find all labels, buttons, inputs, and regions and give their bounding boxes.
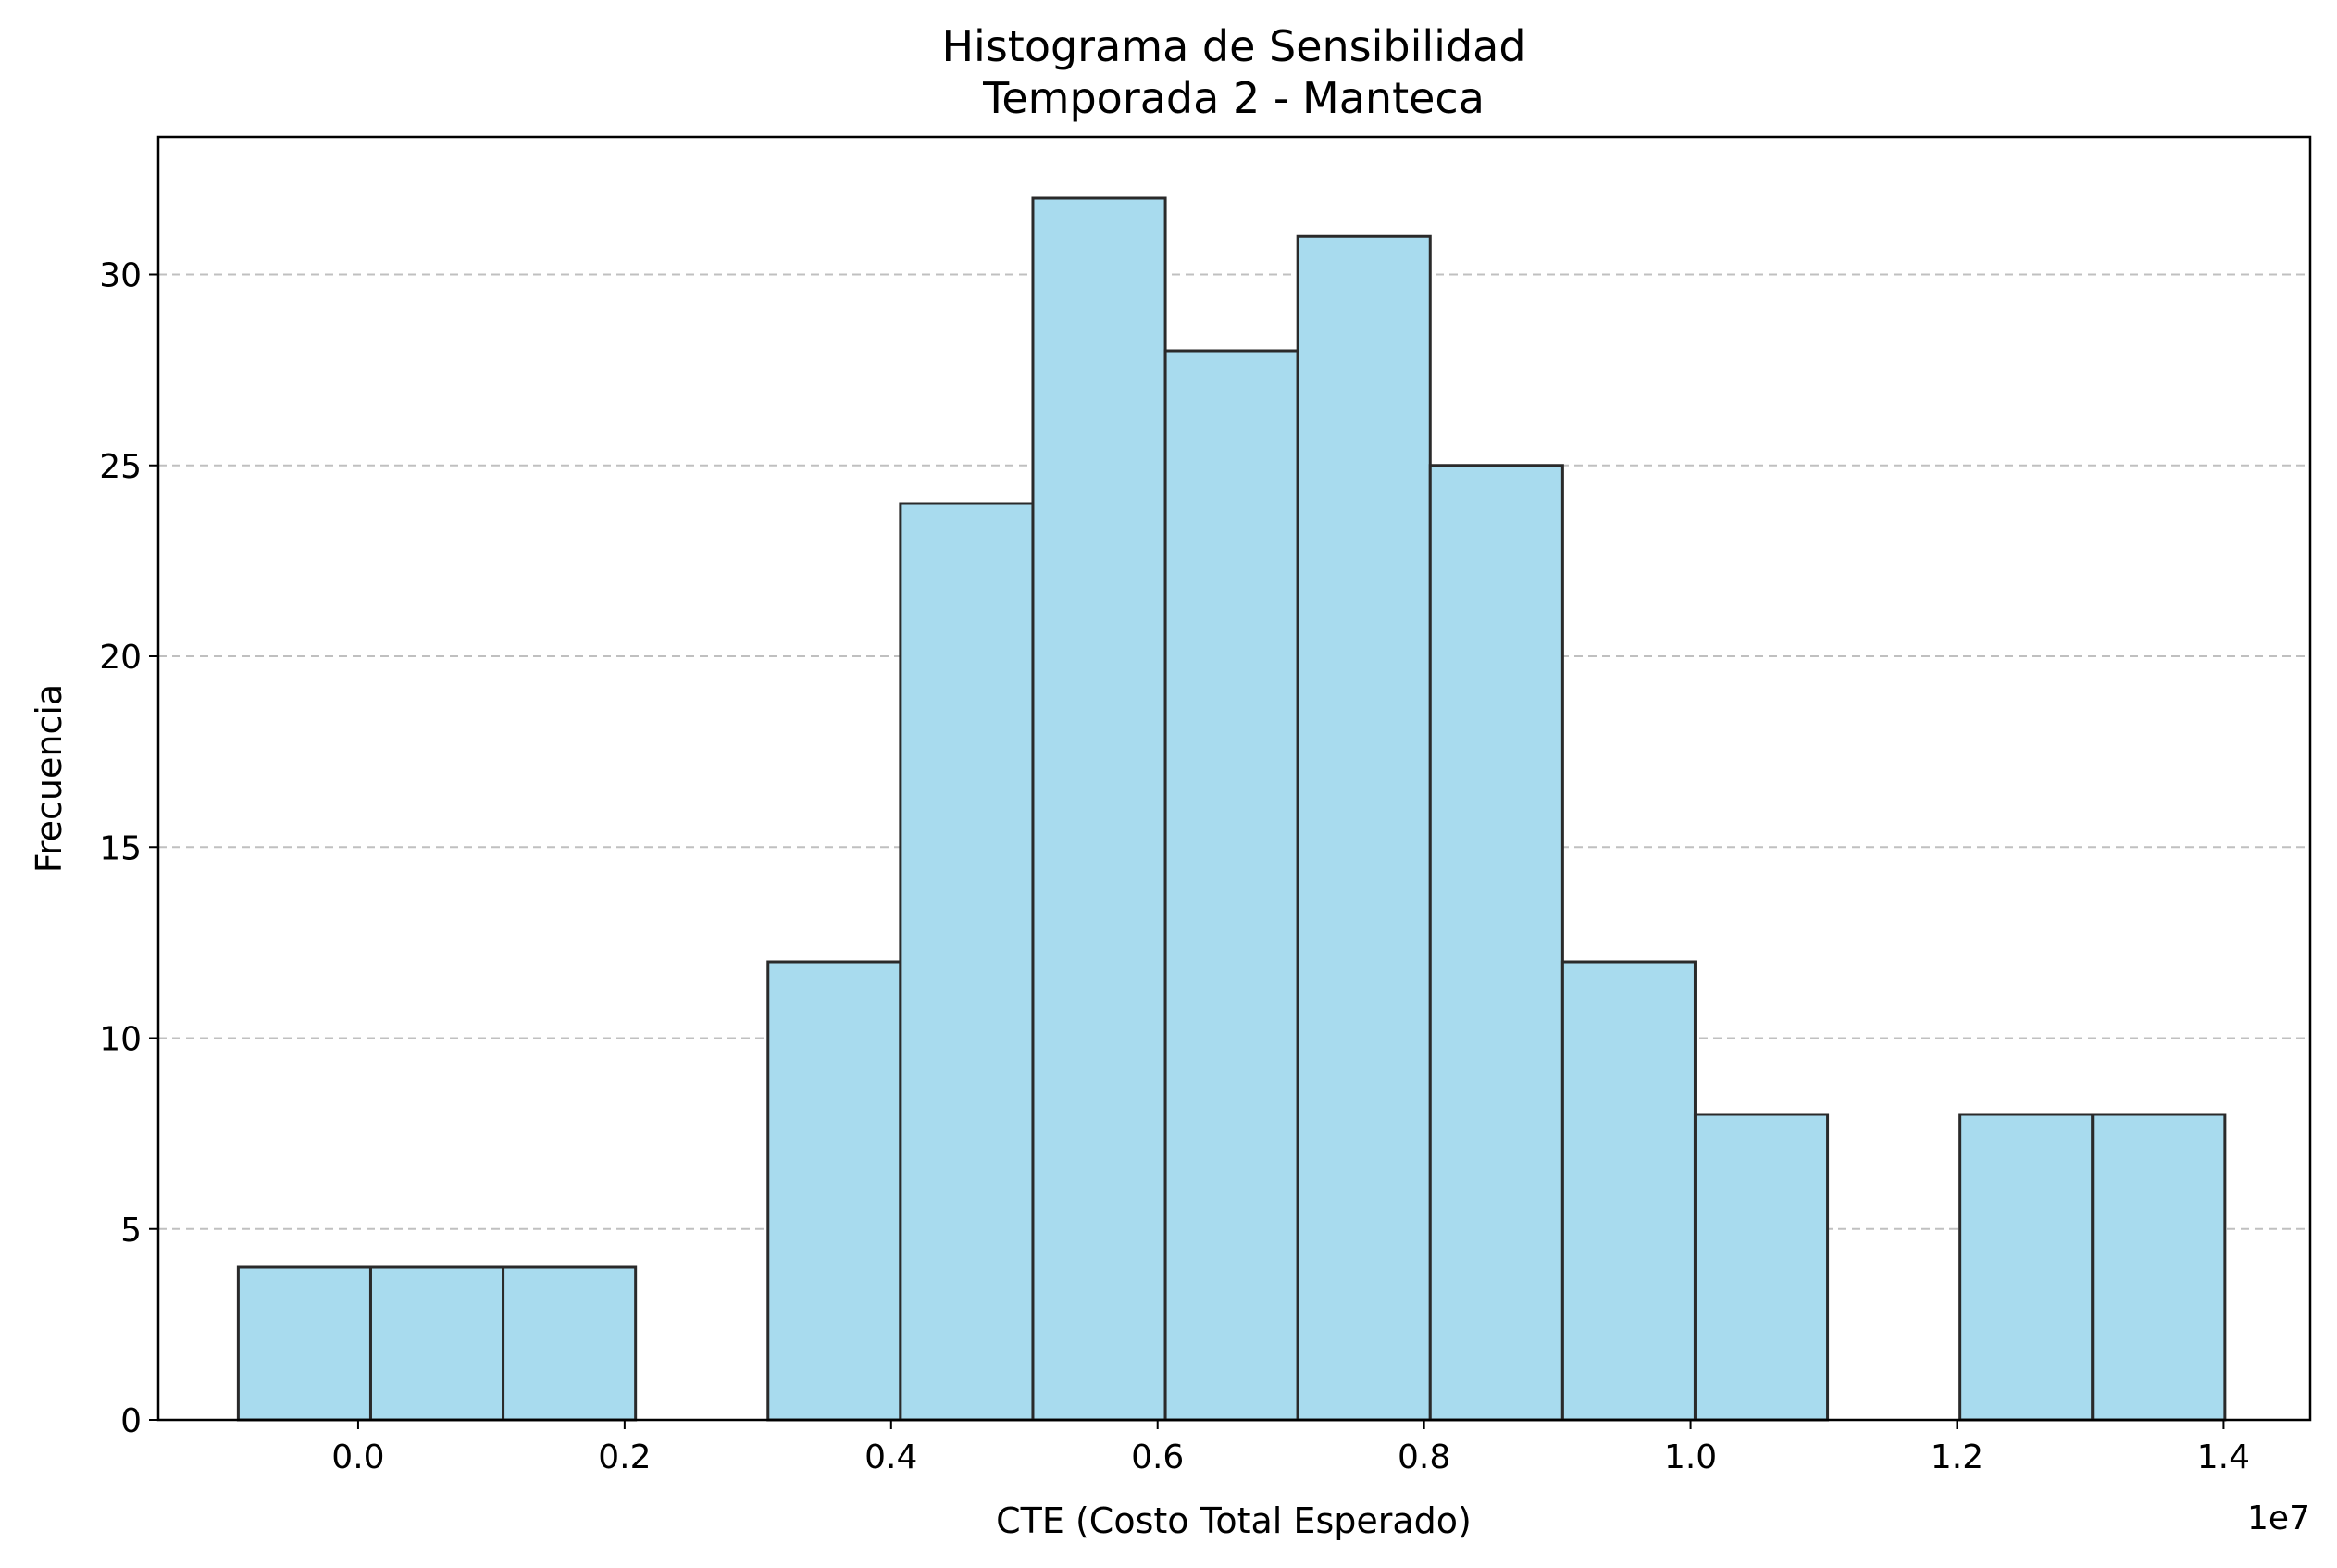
histogram-bars — [236, 196, 2227, 1422]
x-axis-offset-label: 1e7 — [2247, 1500, 2310, 1537]
x-tick-label: 1.4 — [2197, 1438, 2250, 1476]
histogram-bar — [236, 1265, 372, 1422]
y-tick-label: 15 — [99, 829, 142, 867]
histogram-bar — [502, 1265, 638, 1422]
histogram-bar — [1560, 960, 1697, 1422]
histogram-bar — [1296, 234, 1432, 1422]
x-tick-label: 1.2 — [1931, 1438, 1983, 1476]
x-tick-label: 0.0 — [331, 1438, 384, 1476]
histogram-bar — [368, 1265, 505, 1422]
x-tick-label: 0.6 — [1131, 1438, 1184, 1476]
histogram-bar — [766, 960, 902, 1422]
y-tick-label: 20 — [99, 639, 142, 677]
y-tick-label: 0 — [120, 1402, 142, 1440]
y-tick-label: 10 — [99, 1021, 142, 1059]
histogram-bar — [899, 502, 1035, 1422]
histogram-bar — [1428, 464, 1564, 1422]
chart-title: Histograma de Sensibilidad — [941, 21, 1525, 71]
histogram-bar — [1163, 349, 1299, 1422]
x-tick-label: 0.2 — [598, 1438, 651, 1476]
x-tick-label: 1.0 — [1664, 1438, 1717, 1476]
y-tick-label: 30 — [99, 257, 142, 295]
plot-frame — [156, 135, 2312, 1422]
histogram-bar — [1693, 1113, 1830, 1422]
histogram-bar — [1031, 196, 1167, 1422]
histogram-bar — [2091, 1113, 2227, 1422]
x-axis-ticks: 0.0 0.2 0.4 0.6 0.8 1.0 1.2 1.4 — [331, 1420, 2250, 1476]
histogram-bar — [1958, 1113, 2095, 1422]
y-axis-label: Frecuencia — [29, 684, 69, 873]
y-tick-label: 5 — [120, 1212, 142, 1250]
x-axis-label: CTE (Costo Total Esperado) — [996, 1500, 1472, 1541]
y-axis-ticks: 0 5 10 15 20 25 30 — [99, 257, 158, 1440]
x-tick-label: 0.8 — [1398, 1438, 1450, 1476]
y-tick-label: 25 — [99, 448, 142, 486]
chart-subtitle: Temporada 2 - Manteca — [982, 73, 1485, 123]
x-tick-label: 0.4 — [864, 1438, 917, 1476]
